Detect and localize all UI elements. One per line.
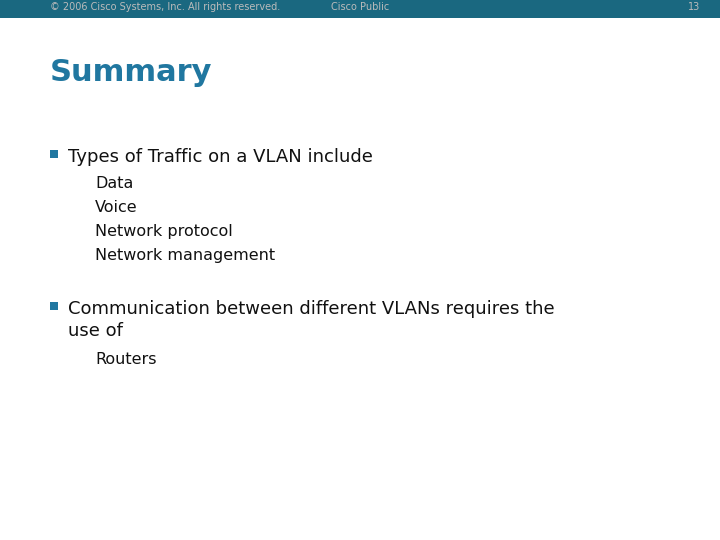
Text: Summary: Summary	[50, 58, 212, 87]
Text: Data: Data	[95, 176, 133, 191]
Text: Network management: Network management	[95, 248, 275, 263]
FancyBboxPatch shape	[50, 150, 58, 158]
Text: Network protocol: Network protocol	[95, 224, 233, 239]
Text: 13: 13	[688, 2, 700, 12]
Text: Communication between different VLANs requires the: Communication between different VLANs re…	[68, 300, 554, 318]
FancyBboxPatch shape	[0, 0, 720, 18]
Text: © 2006 Cisco Systems, Inc. All rights reserved.: © 2006 Cisco Systems, Inc. All rights re…	[50, 2, 280, 12]
Text: Cisco Public: Cisco Public	[331, 2, 389, 12]
Text: Routers: Routers	[95, 352, 156, 367]
Text: Types of Traffic on a VLAN include: Types of Traffic on a VLAN include	[68, 148, 373, 166]
Text: use of: use of	[68, 322, 123, 340]
Text: Voice: Voice	[95, 200, 138, 215]
FancyBboxPatch shape	[50, 302, 58, 310]
